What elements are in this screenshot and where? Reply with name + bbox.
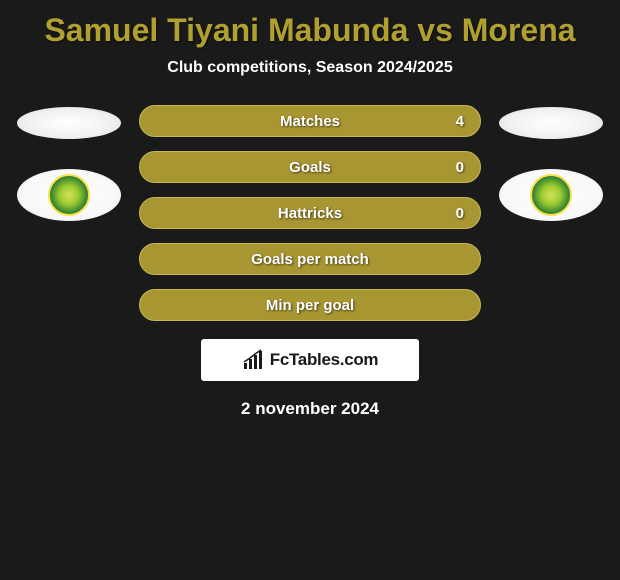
- player-avatar-right: [499, 107, 603, 139]
- stat-label: Min per goal: [266, 297, 354, 314]
- content-row: Matches 4 Goals 0 Hattricks 0 Goals per …: [0, 105, 620, 321]
- stat-value: 0: [456, 205, 464, 222]
- stat-row-min-per-goal: Min per goal: [139, 289, 481, 321]
- club-logo-icon: [48, 174, 90, 216]
- right-column: [499, 105, 603, 221]
- stat-row-hattricks: Hattricks 0: [139, 197, 481, 229]
- stat-row-matches: Matches 4: [139, 105, 481, 137]
- brand-badge: FcTables.com: [201, 339, 419, 381]
- stats-column: Matches 4 Goals 0 Hattricks 0 Goals per …: [139, 105, 481, 321]
- stat-label: Matches: [280, 113, 340, 130]
- brand-text: FcTables.com: [270, 350, 379, 370]
- stat-label: Goals: [289, 159, 331, 176]
- club-logo-icon: [530, 174, 572, 216]
- stat-value: 4: [456, 113, 464, 130]
- infographic-container: Samuel Tiyani Mabunda vs Morena Club com…: [0, 0, 620, 437]
- stat-row-goals: Goals 0: [139, 151, 481, 183]
- stat-value: 0: [456, 159, 464, 176]
- page-subtitle: Club competitions, Season 2024/2025: [0, 55, 620, 105]
- stat-label: Hattricks: [278, 205, 342, 222]
- footer-date: 2 november 2024: [0, 381, 620, 437]
- stat-row-goals-per-match: Goals per match: [139, 243, 481, 275]
- stat-label: Goals per match: [251, 251, 369, 268]
- player-avatar-left: [17, 107, 121, 139]
- page-title: Samuel Tiyani Mabunda vs Morena: [0, 0, 620, 55]
- club-badge-left: [17, 169, 121, 221]
- brand-chart-icon: [242, 349, 264, 371]
- left-column: [17, 105, 121, 221]
- club-badge-right: [499, 169, 603, 221]
